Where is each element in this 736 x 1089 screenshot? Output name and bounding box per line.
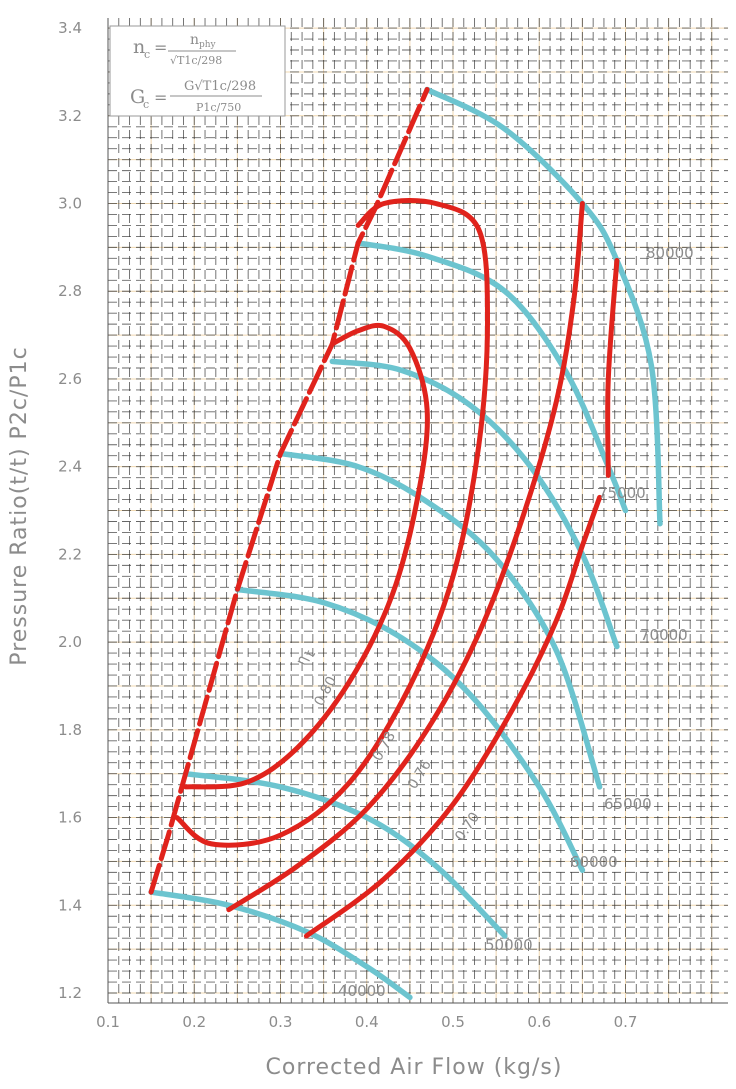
efficiency-islands	[174, 198, 620, 939]
svg-text:=: =	[154, 38, 167, 57]
efficiency-line-0.80	[183, 322, 430, 790]
gc-lhs: G	[130, 86, 145, 108]
plot-frame	[107, 18, 728, 1004]
efficiency-label-0.78: 0.78	[370, 729, 399, 764]
x-tick-label: 0.7	[614, 1013, 638, 1031]
gc-denominator: P1c/750	[196, 101, 241, 114]
x-tick-label: 0.5	[441, 1013, 465, 1031]
x-tick-label: 0.2	[182, 1013, 206, 1031]
x-tick-label: 0.1	[96, 1013, 120, 1031]
surge-line-group	[148, 87, 430, 895]
y-tick-label: 3.0	[58, 195, 82, 213]
y-tick-label: 2.6	[58, 370, 82, 388]
speed-line-labels: 40000 50000 60000 65000 70000 75000 80000	[338, 244, 694, 1000]
y-tick-label: 1.8	[58, 721, 82, 739]
surge-line	[148, 87, 430, 895]
speed-label-60000: 60000	[570, 853, 618, 871]
speed-line-65000	[277, 450, 603, 790]
gc-numerator: G√T1c/298	[184, 79, 256, 94]
nc-lhs: n	[133, 36, 145, 58]
x-axis-title: Corrected Air Flow (kg/s)	[266, 1055, 563, 1080]
formula-box: n c = n phy √T1c/298 G c = G√T1c/298 P1c…	[109, 25, 286, 117]
x-tick-label: 0.4	[355, 1013, 379, 1031]
speed-label-40000: 40000	[338, 982, 386, 1000]
y-tick-label: 1.4	[58, 896, 82, 914]
svg-text:=: =	[154, 88, 167, 107]
major-grid	[107, 18, 728, 1003]
speed-line-80000	[424, 86, 663, 527]
nc-numerator: n	[190, 32, 199, 48]
speed-label-70000: 70000	[640, 626, 688, 644]
x-tick-label: 0.6	[527, 1013, 551, 1031]
x-tick-label: 0.3	[269, 1013, 293, 1031]
y-tick-label: 1.6	[58, 809, 82, 827]
speed-label-65000: 65000	[604, 795, 652, 813]
efficiency-line-0.70	[303, 494, 603, 939]
speed-line-40000	[148, 889, 413, 1001]
y-tick-label: 2.0	[58, 633, 82, 651]
y-tick-label: 2.8	[58, 282, 82, 300]
y-tick-label: 1.2	[58, 984, 82, 1002]
speed-line-60000	[234, 586, 586, 873]
y-tick-label: 2.2	[58, 545, 82, 563]
efficiency-line-0.70b	[605, 258, 620, 478]
speed-label-80000: 80000	[646, 244, 694, 262]
gc-sub: c	[143, 98, 149, 111]
efficiency-line-0.76	[226, 201, 585, 913]
speed-label-75000: 75000	[598, 484, 646, 502]
y-tick-label: 3.2	[58, 107, 82, 125]
efficiency-symbol: η t	[293, 648, 319, 668]
speed-line-70000	[329, 358, 620, 650]
speed-line-75000	[355, 240, 629, 514]
axis-ticks: 0.1 0.2 0.3 0.4 0.5 0.6 0.7 1.2 1.4 1.6 1.8 2.0 2.2 2…	[58, 19, 637, 1031]
nc-numerator-sub: phy	[199, 40, 217, 50]
nc-sub: c	[144, 48, 150, 61]
y-tick-label: 3.4	[58, 19, 82, 37]
speed-label-50000: 50000	[485, 936, 533, 954]
nc-denominator: √T1c/298	[170, 54, 222, 67]
y-axis-title: Pressure Ratio(t/t) P2c/P1c	[7, 346, 32, 665]
y-tick-label: 2.4	[58, 458, 82, 476]
efficiency-line-0.78	[174, 198, 491, 848]
